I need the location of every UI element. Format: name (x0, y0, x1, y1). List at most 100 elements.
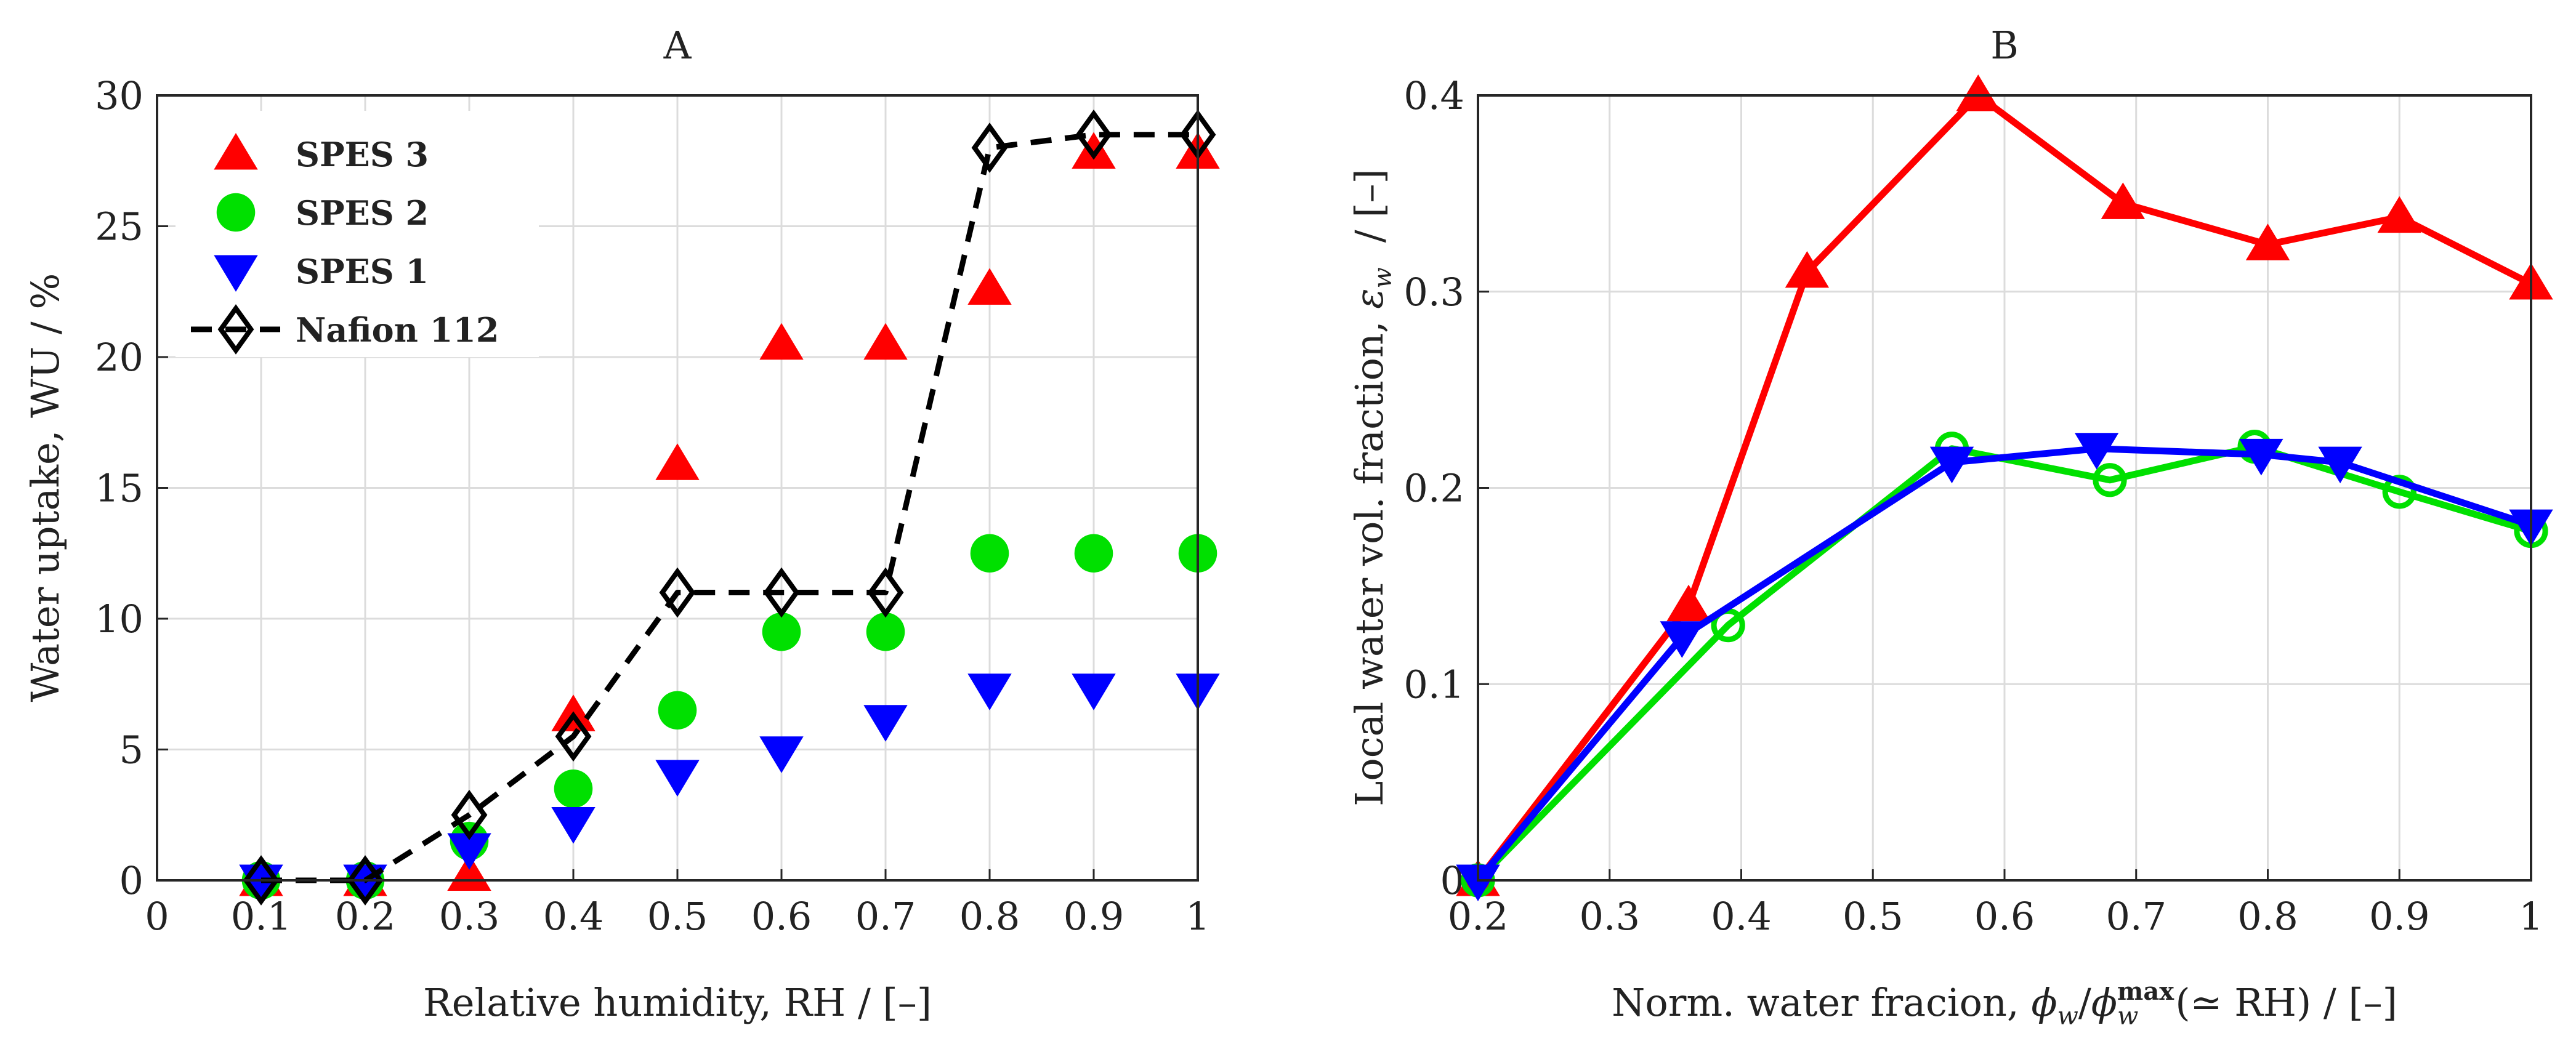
legend-items: SPES 3 SPES 2 SPES 1 Nafion 112 (191, 133, 499, 355)
legend-marker-spes-1 (214, 255, 258, 292)
panel-b-y-axis-label: Local water vol. fraction, εw / [–] (1347, 169, 1397, 806)
y-tick-label: 0.4 (1403, 73, 1464, 118)
y-label-w-sub: w (1369, 267, 1397, 288)
x-label-w-sub: w (2057, 1002, 2078, 1031)
series-nafion-112 (243, 109, 1216, 906)
data-point-spes-3 (1072, 132, 1116, 169)
panel-a-series (239, 109, 1220, 906)
x-tick-label: 1 (2519, 894, 2543, 939)
x-label-suffix: (≃ RH) / [–] (2175, 980, 2397, 1025)
x-tick-label: 1 (1185, 894, 1209, 939)
legend-item-spes-1: SPES 1 (214, 252, 429, 292)
x-tick-label: 0.5 (647, 894, 708, 939)
panel-a-frame (156, 94, 1199, 882)
data-point-spes-2 (762, 612, 801, 651)
x-label-w-sub-2: w (2117, 1002, 2138, 1031)
data-point-spes-2 (2382, 475, 2417, 509)
legend-label-spes-3: SPES 3 (296, 135, 429, 174)
data-point-spes-3 (2245, 223, 2290, 260)
x-tick-label: 0.3 (439, 894, 500, 939)
legend-marker-spes-2 (216, 193, 256, 232)
legend-marker-spes-3 (214, 133, 258, 170)
data-point-spes-1 (1929, 446, 1974, 484)
data-point-spes-1 (863, 705, 908, 742)
legend-item-spes-2: SPES 2 (216, 193, 429, 233)
panel-a-legend: SPES 3 SPES 2 SPES 1 Nafion 112 (176, 111, 539, 357)
x-tick-label: 0.8 (2237, 894, 2298, 939)
y-tick-label: 15 (95, 466, 143, 511)
y-label-eps: ε (1347, 288, 1392, 308)
data-point-spes-1 (2239, 438, 2283, 476)
series-line-spes-3 (1475, 92, 2533, 883)
data-point-spes-3 (447, 854, 491, 891)
x-tick-label: 0.6 (1974, 894, 2035, 939)
data-point-spes-3 (967, 268, 1012, 305)
data-point-nafion-112 (1075, 109, 1112, 160)
data-point-spes-3 (2377, 196, 2421, 233)
y-label-prefix: Local water vol. fraction, (1347, 309, 1392, 806)
x-label-slash: / (2078, 980, 2091, 1025)
data-point-spes-3 (1666, 584, 1711, 622)
data-point-spes-3 (1785, 251, 1830, 288)
x-tick-label: 0.4 (543, 894, 604, 939)
x-label-prefix: Norm. water fracion, (1612, 980, 2031, 1025)
data-point-spes-1 (1072, 673, 1116, 710)
panel-a-chart: 0 0.1 0.2 0.3 0.4 0.5 0.6 0.7 0.8 0.9 105101520253… (23, 23, 1220, 1025)
y-tick-label: 0.3 (1403, 270, 1464, 315)
data-point-spes-3 (863, 323, 908, 360)
data-point-nafion-112 (451, 789, 488, 840)
data-point-spes-2 (1074, 534, 1113, 573)
panel-b-ticks: 0.2 0.3 0.4 0.5 0.6 0.7 0.8 0.9 100.10.20.30.4 (1403, 73, 2543, 939)
panel-a-ticks: 0 0.1 0.2 0.3 0.4 0.5 0.6 0.7 0.8 0.9 105101520253… (95, 73, 1210, 939)
y-tick-label: 5 (119, 728, 143, 773)
legend-marker-nafion-112 (217, 304, 254, 355)
series-spes-2 (241, 534, 1217, 900)
data-point-nafion-112 (347, 855, 384, 906)
x-tick-label: 0.7 (855, 894, 916, 939)
panel-b-grid (1477, 94, 2532, 882)
y-tick-label: 0.1 (1403, 662, 1464, 707)
x-tick-label: 0.3 (1579, 894, 1640, 939)
y-tick-label: 10 (95, 597, 143, 641)
data-point-spes-2 (866, 612, 905, 651)
y-tick-label: 30 (95, 73, 143, 118)
y-tick-label: 25 (95, 204, 143, 249)
x-tick-label: 0.8 (959, 894, 1020, 939)
data-point-spes-1 (1660, 621, 1705, 658)
y-tick-label: 20 (95, 335, 143, 380)
panel-b-frame (1477, 94, 2532, 882)
y-tick-label: 0.2 (1403, 466, 1464, 511)
panel-b-x-axis-label: Norm. water fracion, ϕw/ϕmax w (≃ RH) / [–… (1612, 977, 2397, 1031)
data-point-spes-3 (759, 323, 804, 360)
data-point-spes-3 (1956, 74, 2000, 111)
y-label-suffix: / [–] (1347, 169, 1392, 243)
x-tick-label: 0.9 (2369, 894, 2430, 939)
x-tick-label: 0.2 (1448, 894, 1509, 939)
data-point-spes-1 (967, 673, 1012, 710)
legend-label-spes-2: SPES 2 (296, 193, 429, 233)
data-point-spes-3 (655, 443, 700, 480)
data-point-spes-3 (2101, 182, 2146, 219)
x-label-phi-2: ϕ (2091, 980, 2117, 1025)
data-point-spes-1 (551, 807, 596, 844)
x-tick-label: 0.6 (751, 894, 812, 939)
data-point-nafion-112 (971, 123, 1008, 173)
series-line-spes-2 (1476, 443, 2532, 883)
data-point-spes-1 (759, 736, 804, 773)
panel-a-title: A (663, 23, 692, 68)
data-point-nafion-112 (659, 567, 696, 618)
panel-b-title: B (1990, 23, 2019, 68)
legend-label-spes-1: SPES 1 (296, 252, 429, 291)
data-point-nafion-112 (763, 567, 800, 618)
series-spes-1 (1456, 433, 2553, 901)
x-label-phi: ϕ (2031, 980, 2057, 1025)
y-tick-label: 0 (119, 858, 143, 903)
x-label-max-sup: max (2117, 977, 2174, 1006)
x-tick-label: 0 (145, 894, 169, 939)
x-tick-label: 0.7 (2106, 894, 2166, 939)
data-point-spes-1 (2318, 446, 2362, 484)
panel-b-chart: 0.2 0.3 0.4 0.5 0.6 0.7 0.8 0.9 100.10.20.30.4 B… (1347, 23, 2553, 1031)
data-point-spes-1 (1456, 864, 1500, 901)
data-point-nafion-112 (243, 855, 280, 906)
